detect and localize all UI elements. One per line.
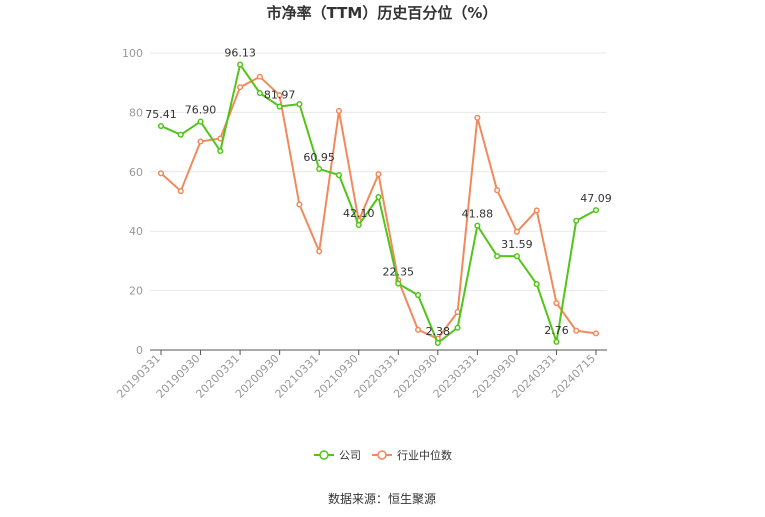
data-point	[474, 222, 481, 229]
data-label: 75.41	[145, 108, 177, 121]
data-point	[533, 281, 540, 288]
data-point	[414, 326, 422, 333]
data-point	[335, 107, 343, 114]
data-label: 2.76	[544, 324, 569, 337]
data-point	[474, 114, 481, 121]
y-tick-label: 40	[129, 225, 143, 238]
data-point	[573, 327, 580, 334]
data-point	[335, 172, 343, 179]
data-labels: 75.41 76.90 96.13 81.97 60.95 42.10 22.35 2.38 4…	[145, 46, 612, 337]
data-point	[355, 221, 362, 229]
data-label: 81.97	[264, 89, 296, 102]
data-label: 31.59	[501, 238, 533, 251]
data-point	[157, 122, 165, 130]
data-point	[592, 207, 600, 214]
data-point	[296, 101, 303, 108]
data-point	[573, 217, 580, 224]
source-note: 数据来源：恒生聚源	[328, 491, 436, 506]
data-point	[237, 61, 244, 68]
x-axis: 2019033120190930202003312020093020210331…	[114, 349, 607, 401]
data-point	[375, 171, 382, 178]
data-point	[157, 170, 165, 177]
data-point	[454, 308, 461, 316]
data-label: 96.13	[224, 46, 256, 59]
data-point	[454, 324, 461, 331]
data-point	[414, 292, 422, 299]
data-point	[197, 138, 204, 145]
data-point	[296, 201, 303, 208]
data-point	[553, 338, 560, 345]
data-label: 76.90	[185, 104, 217, 117]
y-axis: 0 20 40 60 80 100	[122, 47, 143, 357]
data-point	[177, 131, 184, 138]
data-point	[375, 193, 382, 201]
series-layer	[157, 61, 600, 346]
data-label: 47.09	[580, 192, 612, 205]
chart-title: 市净率（TTM）历史百分位（%）	[267, 4, 498, 22]
legend-item-company[interactable]: 公司	[314, 449, 361, 462]
y-tick-label: 20	[129, 285, 143, 298]
y-tick-label: 100	[122, 47, 143, 60]
data-point	[217, 147, 224, 155]
data-point	[276, 103, 283, 110]
data-point	[513, 228, 520, 235]
data-label: 60.95	[303, 151, 335, 164]
data-point	[513, 253, 520, 260]
series-line-industry-median	[160, 75, 597, 340]
legend-marker	[377, 450, 387, 460]
data-point	[237, 84, 244, 91]
data-label: 42.10	[343, 207, 375, 220]
y-tick-label: 0	[136, 344, 143, 357]
data-point	[533, 207, 540, 214]
data-point	[434, 339, 441, 346]
data-point	[197, 118, 204, 125]
legend-label: 公司	[339, 449, 361, 462]
y-tick-label: 80	[129, 106, 143, 119]
data-point	[177, 188, 184, 195]
data-label: 22.35	[383, 266, 415, 279]
legend-marker	[319, 450, 329, 460]
data-point	[395, 280, 402, 287]
data-point	[276, 92, 283, 99]
data-point	[256, 90, 263, 97]
data-point	[553, 300, 560, 307]
data-point	[256, 73, 263, 80]
legend-item-industry-median[interactable]: 行业中位数	[372, 448, 452, 462]
data-point	[494, 187, 501, 194]
data-point	[316, 248, 323, 255]
data-point	[494, 253, 501, 260]
series-line-company	[160, 62, 597, 345]
legend[interactable]: 公司 行业中位数	[314, 448, 452, 462]
data-point	[316, 165, 323, 173]
legend-label: 行业中位数	[397, 448, 452, 462]
data-label: 2.38	[426, 325, 451, 338]
y-tick-label: 60	[129, 166, 143, 179]
data-label: 41.88	[462, 208, 494, 221]
data-point	[592, 330, 600, 337]
